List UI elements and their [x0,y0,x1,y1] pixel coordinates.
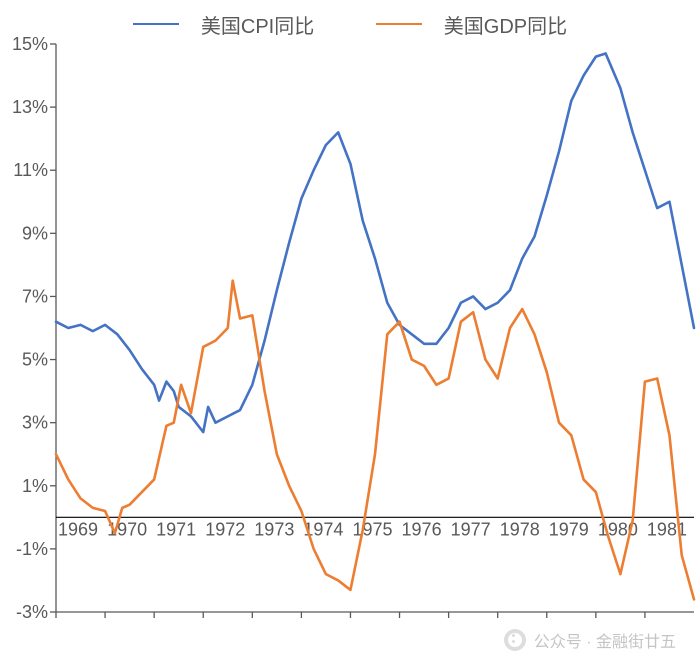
svg-text:5%: 5% [22,350,48,370]
watermark-text: 公众号 · 金融街廿五 [534,628,676,652]
svg-text:13%: 13% [12,97,48,117]
svg-text:1975: 1975 [352,519,392,539]
svg-text:1976: 1976 [402,519,442,539]
svg-text:9%: 9% [22,223,48,243]
svg-text:-3%: -3% [16,602,48,622]
svg-text:-1%: -1% [16,539,48,559]
svg-text:1%: 1% [22,476,48,496]
svg-text:1972: 1972 [205,519,245,539]
svg-text:1978: 1978 [500,519,540,539]
wechat-icon [504,629,526,651]
svg-text:11%: 11% [13,160,48,180]
svg-text:1977: 1977 [451,519,491,539]
svg-text:15%: 15% [12,34,48,54]
svg-text:3%: 3% [22,413,48,433]
svg-text:7%: 7% [22,286,48,306]
svg-text:1971: 1971 [156,519,196,539]
watermark: 公众号 · 金融街廿五 [498,628,676,652]
line-chart: -3%-1%1%3%5%7%9%11%13%15%196919701971197… [0,0,700,662]
svg-text:1979: 1979 [549,519,589,539]
svg-text:1969: 1969 [58,519,98,539]
svg-text:1973: 1973 [254,519,294,539]
